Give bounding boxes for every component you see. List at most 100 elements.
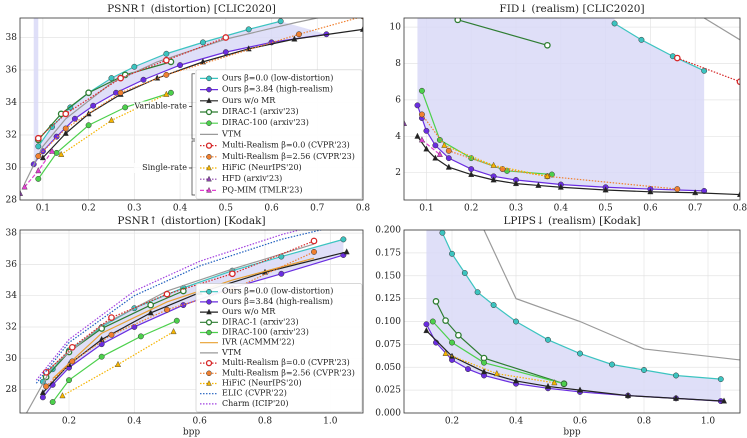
marker xyxy=(137,333,144,340)
marker xyxy=(71,115,78,122)
legend-label: HiFiC (NeurIPS'20) xyxy=(222,379,302,388)
marker xyxy=(674,186,681,193)
x-tick-label: 0.1 xyxy=(36,204,50,214)
axes-frame xyxy=(19,17,364,201)
marker xyxy=(62,125,69,132)
marker xyxy=(20,189,24,196)
marker xyxy=(68,343,76,351)
x-tick-label: 1.0 xyxy=(323,417,338,427)
marker xyxy=(21,183,28,190)
shaded-region xyxy=(42,239,344,398)
y-tick-label: 30 xyxy=(6,354,18,364)
marker xyxy=(35,167,42,174)
marker xyxy=(108,116,115,123)
marker xyxy=(108,75,115,82)
x-tick-label: 0.4 xyxy=(554,204,569,214)
marker xyxy=(359,25,363,32)
marker xyxy=(53,149,60,156)
marker xyxy=(122,104,129,111)
series-line xyxy=(677,57,740,83)
y-tick-label: 10 xyxy=(390,23,402,33)
marker xyxy=(454,18,462,24)
marker xyxy=(609,361,615,368)
legend-marker xyxy=(205,108,213,116)
marker xyxy=(423,327,430,334)
legend-marker xyxy=(206,380,212,386)
marker xyxy=(673,54,681,62)
legend-marker xyxy=(206,175,212,182)
marker xyxy=(490,161,497,168)
marker xyxy=(418,111,425,118)
marker xyxy=(222,34,230,41)
y-tick-label: 0.175 xyxy=(375,248,401,258)
marker xyxy=(140,76,147,83)
legend-marker xyxy=(206,120,212,126)
marker xyxy=(418,87,425,94)
series-line xyxy=(441,232,721,380)
shaded-region xyxy=(426,230,721,402)
legend-label: DIRAC-100 (arxiv'23) xyxy=(222,328,309,337)
legend-marker xyxy=(206,164,212,171)
group-bracket xyxy=(189,140,195,196)
x-tick-label: 0.7 xyxy=(310,204,325,214)
marker xyxy=(163,71,170,78)
marker xyxy=(490,302,497,308)
marker xyxy=(49,399,56,406)
marker xyxy=(311,248,317,255)
legend-label: HFD (arxiv'23) xyxy=(222,174,282,183)
x-tick-label: 0.2 xyxy=(445,417,459,427)
series-line xyxy=(457,19,548,46)
legend-label: PQ-MIM (TMLR'23) xyxy=(222,185,303,194)
marker xyxy=(449,250,455,257)
x-axis-label: bpp xyxy=(563,428,581,438)
x-tick-label: 0.8 xyxy=(356,204,371,214)
marker xyxy=(108,331,115,338)
marker xyxy=(147,309,154,316)
marker xyxy=(465,366,471,373)
y-tick-label: 6 xyxy=(395,95,401,105)
marker xyxy=(535,181,542,188)
legend-marker xyxy=(206,288,212,295)
x-tick-label: 0.8 xyxy=(733,204,747,214)
y-tick-label: 38 xyxy=(6,33,18,43)
marker xyxy=(167,89,174,96)
marker xyxy=(544,41,551,49)
series-line xyxy=(35,230,302,381)
marker xyxy=(173,317,180,324)
series-line xyxy=(35,230,324,384)
y-tick-label: 36 xyxy=(6,260,18,270)
x-tick-label: 0.8 xyxy=(258,417,273,427)
series-line xyxy=(45,240,315,373)
x-tick-label: 0.2 xyxy=(81,204,95,214)
marker xyxy=(445,147,452,154)
y-tick-label: 0.050 xyxy=(375,363,401,373)
plot xyxy=(404,18,740,197)
marker xyxy=(43,383,50,390)
marker xyxy=(545,336,551,343)
marker xyxy=(513,318,519,325)
marker xyxy=(39,389,46,396)
marker xyxy=(90,102,97,109)
marker xyxy=(445,155,452,162)
group-label-bg xyxy=(134,101,188,112)
marker xyxy=(228,270,236,278)
marker xyxy=(177,62,184,69)
marker xyxy=(58,150,65,157)
legend-label: Ours w/o MR xyxy=(222,96,276,105)
marker xyxy=(439,230,446,236)
marker xyxy=(108,314,115,321)
y-tick-label: 0.200 xyxy=(375,226,401,236)
plot xyxy=(26,230,350,413)
marker xyxy=(551,379,558,386)
plot xyxy=(20,18,363,196)
marker xyxy=(445,163,452,170)
legend-marker xyxy=(206,86,212,93)
y-tick-label: 32 xyxy=(6,322,17,332)
marker xyxy=(163,50,170,57)
marker xyxy=(468,170,475,177)
y-tick-label: 34 xyxy=(6,291,18,301)
chart-title: PSNR↑ (distortion) [Kodak] xyxy=(117,215,265,227)
x-tick-label: 0.2 xyxy=(62,417,76,427)
marker xyxy=(164,306,170,313)
